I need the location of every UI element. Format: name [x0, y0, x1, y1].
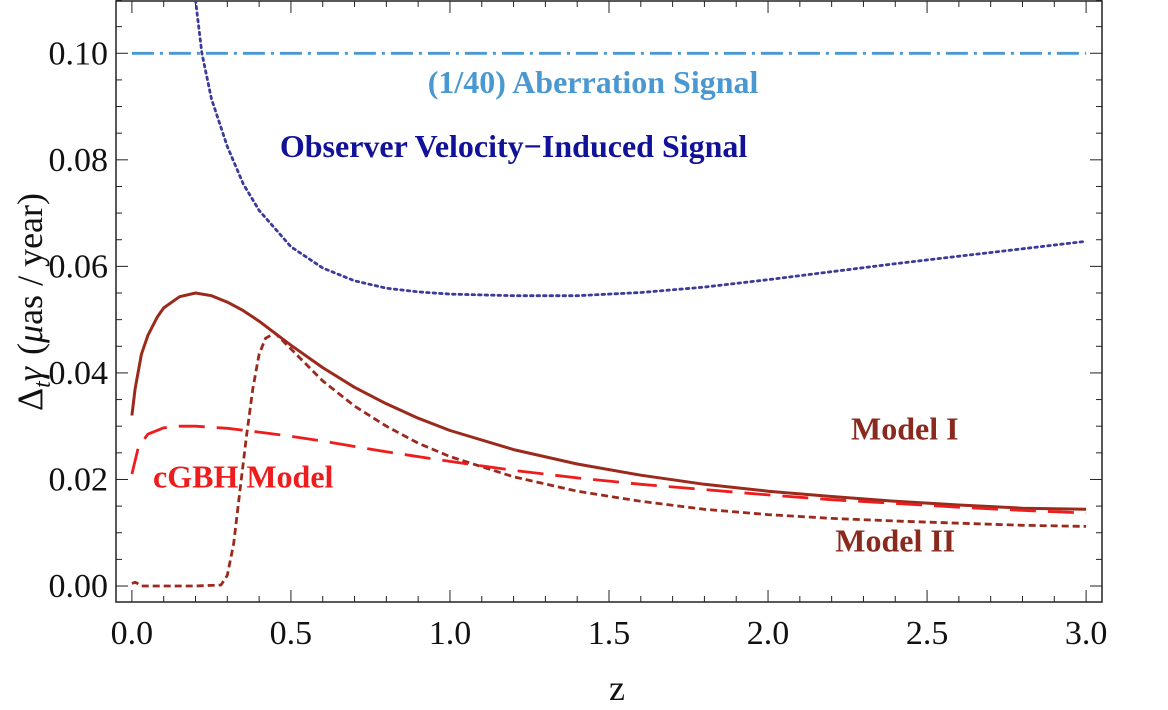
y-axis-title-open: (: [10, 343, 50, 355]
x-tick-label-4: 2.0: [747, 615, 790, 652]
x-tick-label-3: 1.5: [588, 615, 631, 652]
y-tick-label-0: 0.00: [49, 568, 109, 605]
y-axis-title-sub: t: [30, 380, 56, 388]
series-line-model-i: [130, 291, 1087, 511]
x-axis-title: z: [609, 668, 625, 708]
x-tick-label-0: 0.0: [111, 615, 154, 652]
y-axis-title: Δtγ (μas / year): [10, 193, 56, 411]
y-tick-label-5: 0.10: [49, 35, 109, 72]
series-annotations: (1/40) Aberration Signal Observer Veloci…: [153, 64, 959, 558]
x-tick-label-2: 1.0: [429, 615, 472, 652]
y-axis-title-rest: as / year: [10, 205, 50, 325]
y-tick-labels: 0.00 0.02 0.04 0.06 0.08 0.10: [49, 35, 109, 605]
y-axis-title-mu: μ: [10, 325, 50, 344]
annotation-aberration: (1/40) Aberration Signal: [428, 64, 759, 100]
series-layer: [130, 1, 1088, 588]
series-line-cgbh-model: [130, 424, 1087, 515]
x-tick-labels: 0.0 0.5 1.0 1.5 2.0 2.5 3.0: [111, 615, 1108, 652]
y-axis-title-delta: Δ: [10, 388, 50, 411]
annotation-observer-velocity: Observer Velocity−Induced Signal: [280, 128, 748, 164]
x-tick-label-5: 2.5: [906, 615, 949, 652]
y-axis-title-close: ): [10, 193, 50, 205]
y-axis-title-gamma: γ: [10, 366, 50, 381]
y-tick-label-3: 0.06: [49, 248, 109, 285]
y-tick-label-1: 0.02: [49, 461, 109, 498]
annotation-model-i: Model I: [851, 411, 959, 447]
x-tick-label-6: 3.0: [1065, 615, 1108, 652]
y-tick-label-4: 0.08: [49, 142, 109, 179]
y-tick-label-2: 0.04: [49, 355, 109, 392]
annotation-cgbh-model: cGBH Model: [153, 458, 334, 494]
annotation-model-ii: Model II: [835, 522, 955, 558]
series-line-observer-velocity-induced-signal: [194, 1, 1088, 298]
axis-ticks: [116, 0, 1102, 602]
series-line-model-ii: [131, 331, 1087, 588]
x-tick-label-1: 0.5: [270, 615, 313, 652]
